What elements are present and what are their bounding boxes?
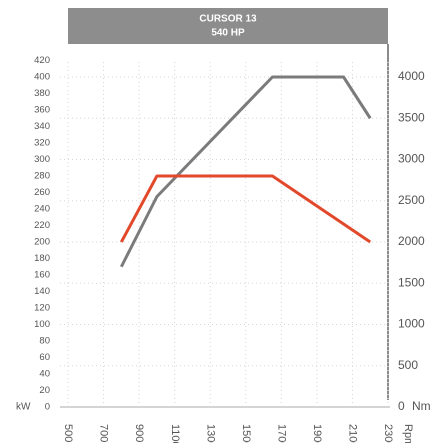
x-tick-label: 1100 bbox=[169, 424, 181, 443]
chart-title: CURSOR 13 bbox=[199, 14, 257, 25]
y-tick-label: 340 bbox=[34, 121, 50, 132]
y-tick-label: 20 bbox=[39, 385, 50, 396]
y-axis-label: kW bbox=[16, 402, 31, 413]
y2-tick-label: 500 bbox=[398, 358, 418, 372]
x-tick-label: 1500 bbox=[240, 424, 252, 443]
y-tick-label: 180 bbox=[34, 253, 50, 264]
line-series bbox=[120, 174, 372, 244]
y-tick-label: 120 bbox=[34, 303, 50, 314]
y-tick-label: 400 bbox=[34, 72, 50, 83]
line-series bbox=[119, 75, 372, 268]
y-tick-label: 260 bbox=[34, 187, 50, 198]
x-tick-label: 900 bbox=[133, 424, 145, 442]
title-box bbox=[68, 8, 388, 44]
y2-tick-label: 3500 bbox=[398, 110, 425, 124]
x-tick-label: 1900 bbox=[311, 424, 323, 443]
y-tick-label: 420 bbox=[34, 55, 50, 66]
y-tick-label: 140 bbox=[34, 286, 50, 297]
y-tick-label: 220 bbox=[34, 220, 50, 231]
y-tick-label: 240 bbox=[34, 204, 50, 215]
y2-tick-label: 4000 bbox=[398, 69, 425, 83]
y2-tick-label: 1000 bbox=[398, 317, 425, 331]
y-tick-label: 60 bbox=[39, 352, 50, 363]
y2-axis-label: Nm bbox=[412, 399, 431, 413]
y-tick-label: 380 bbox=[34, 88, 50, 99]
y-tick-label: 100 bbox=[34, 319, 50, 330]
chart-subtitle: 540 HP bbox=[211, 28, 245, 39]
y-tick-label: 160 bbox=[34, 270, 50, 281]
x-tick-label: 1300 bbox=[204, 424, 216, 443]
x-tick-label: 500 bbox=[62, 424, 74, 442]
y2-tick-label: 2000 bbox=[398, 234, 425, 248]
y-tick-label: 0 bbox=[45, 402, 50, 413]
x-axis-label: Rpm bbox=[402, 424, 414, 443]
y-tick-label: 280 bbox=[34, 171, 50, 182]
y-tick-label: 360 bbox=[34, 105, 50, 116]
y-tick-label: 320 bbox=[34, 138, 50, 149]
y-tick-label: 200 bbox=[34, 237, 50, 248]
y-tick-label: 40 bbox=[39, 369, 50, 380]
x-tick-label: 700 bbox=[98, 424, 110, 442]
y2-tick-label: 2500 bbox=[398, 193, 425, 207]
y2-tick-label: 3000 bbox=[398, 152, 425, 166]
y2-tick-label: 1500 bbox=[398, 275, 425, 289]
x-tick-label: 2100 bbox=[347, 424, 359, 443]
y-tick-label: 80 bbox=[39, 336, 50, 347]
y2-tick-label: 0 bbox=[398, 399, 405, 413]
x-tick-label: 1700 bbox=[275, 424, 287, 443]
x-tick-label: 2300 bbox=[382, 424, 394, 443]
y-tick-label: 300 bbox=[34, 154, 50, 165]
